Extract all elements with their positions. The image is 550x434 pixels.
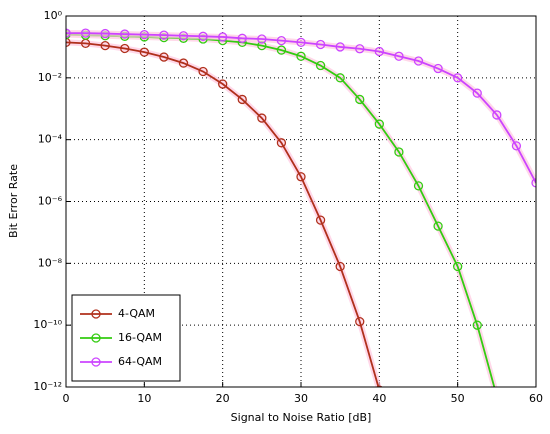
marker [257, 34, 267, 44]
marker [159, 52, 169, 62]
marker [472, 320, 482, 330]
marker [100, 40, 110, 51]
marker [198, 31, 208, 41]
marker [531, 178, 536, 188]
marker [511, 141, 522, 151]
x-tick-label: 20 [216, 392, 230, 405]
marker [472, 88, 482, 98]
marker [394, 51, 404, 61]
marker [433, 221, 443, 231]
y-tick-label: 10⁻⁶ [38, 195, 63, 208]
series-line [66, 41, 380, 387]
y-tick-label: 10⁻¹² [33, 380, 62, 393]
marker [120, 29, 130, 39]
marker [355, 44, 365, 54]
marker [218, 79, 228, 89]
marker [66, 28, 71, 38]
x-tick-label: 40 [372, 392, 386, 405]
marker [394, 147, 404, 157]
marker [296, 172, 306, 182]
plot-lines [66, 28, 536, 400]
legend-marker [91, 309, 101, 319]
marker [80, 28, 91, 38]
marker [355, 94, 365, 105]
marker [315, 215, 326, 225]
marker [355, 316, 365, 327]
marker [374, 46, 384, 57]
marker [492, 110, 502, 120]
marker [100, 28, 110, 39]
y-axis-label: Bit Error Rate [7, 164, 20, 238]
x-tick-label: 30 [294, 392, 308, 405]
marker [237, 33, 247, 43]
legend-marker [91, 357, 101, 367]
marker [120, 43, 130, 54]
legend-label: 16-QAM [118, 331, 162, 344]
marker [375, 385, 383, 387]
x-tick-label: 60 [529, 392, 543, 405]
marker [276, 138, 287, 148]
legend-label: 4-QAM [118, 307, 155, 320]
marker [237, 94, 247, 105]
marker [433, 63, 443, 74]
marker [335, 42, 345, 52]
legend-marker [91, 333, 101, 343]
y-tick-label: 10⁰ [44, 9, 63, 22]
series-line [66, 32, 536, 184]
marker [66, 37, 71, 48]
marker [453, 261, 463, 272]
marker [178, 58, 189, 68]
marker [178, 31, 189, 41]
marker [335, 73, 345, 83]
marker [296, 37, 306, 48]
marker [218, 32, 228, 42]
y-tick-label: 10⁻¹⁰ [33, 318, 62, 331]
x-tick-label: 10 [137, 392, 151, 405]
marker [276, 35, 287, 46]
marker [198, 66, 208, 77]
legend-label: 64-QAM [118, 355, 162, 368]
y-tick-label: 10⁻⁴ [38, 133, 63, 146]
marker [139, 29, 149, 40]
x-tick-label: 0 [63, 392, 70, 405]
marker [257, 113, 267, 123]
marker [413, 181, 424, 191]
marker [453, 73, 463, 83]
marker [296, 51, 306, 61]
x-axis-label: Signal to Noise Ratio [dB] [231, 411, 372, 424]
marker [159, 30, 169, 40]
marker [374, 119, 384, 129]
marker [139, 47, 149, 57]
marker [335, 261, 345, 272]
marker [493, 392, 501, 400]
plot-border [65, 15, 537, 388]
marker [413, 56, 424, 66]
y-tick-label: 10⁻⁸ [38, 256, 63, 269]
y-tick-label: 10⁻² [38, 71, 62, 84]
x-tick-label: 50 [451, 392, 465, 405]
marker [276, 45, 287, 55]
marker [315, 60, 326, 71]
marker [315, 39, 326, 50]
